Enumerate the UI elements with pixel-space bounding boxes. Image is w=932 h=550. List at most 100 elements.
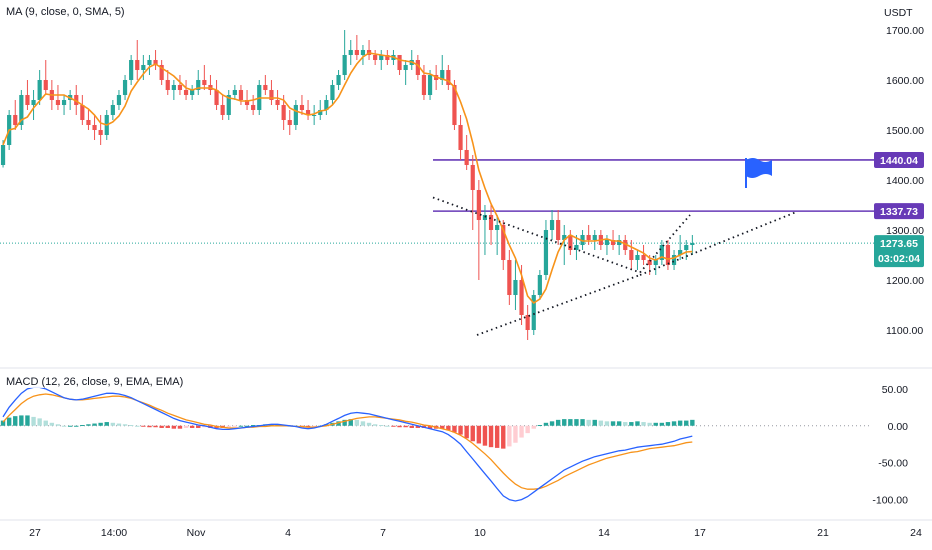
time-tick-label: 17: [694, 527, 706, 539]
candle-body: [385, 55, 390, 60]
candle-body: [19, 95, 24, 125]
macd-histogram-bar: [189, 425, 195, 428]
level-price-label: 1440.04: [880, 155, 918, 167]
candle-body: [116, 95, 122, 105]
flag-cloth: [746, 158, 772, 178]
candle-body: [379, 55, 384, 60]
candle-body: [446, 70, 451, 85]
macd-signal-line: [2, 393, 693, 490]
candle-body: [415, 60, 420, 75]
macd-histogram-bar: [244, 425, 250, 427]
price-tick-label: 1100.00: [886, 325, 923, 337]
macd-histogram-bar: [171, 425, 177, 429]
macd-histogram-bar: [531, 425, 536, 429]
macd-histogram-bar: [452, 425, 457, 433]
candle-body: [92, 125, 97, 130]
candle-body: [324, 100, 329, 110]
macd-histogram-bar: [610, 421, 616, 426]
macd-histogram-bar: [391, 425, 396, 427]
macd-histogram-bar: [592, 419, 597, 426]
candle-body: [604, 240, 610, 245]
candle-body: [562, 235, 567, 240]
candle-body: [342, 55, 347, 75]
candle-body: [190, 90, 195, 95]
price-tick-label: 1600.00: [886, 75, 924, 87]
time-tick-label: 21: [817, 527, 829, 539]
price-tick-label: 1700.00: [886, 25, 924, 37]
candle-body: [336, 75, 341, 85]
macd-histogram-bar: [31, 416, 36, 426]
macd-histogram-bar: [379, 425, 384, 427]
time-tick-label: 7: [380, 527, 386, 539]
macd-histogram-bar: [116, 423, 122, 426]
time-tick-label: 14:00: [101, 527, 127, 539]
time-tick-label: 10: [474, 527, 486, 539]
candle-body: [196, 80, 201, 90]
macd-histogram-bar: [440, 425, 445, 429]
candle-body: [220, 105, 225, 115]
macd-histogram-bar: [409, 425, 414, 428]
macd-histogram-bar: [568, 419, 573, 426]
candle-body: [25, 95, 30, 105]
macd-histogram-bar: [360, 421, 366, 426]
candle-body: [354, 50, 359, 55]
ma-line: [2, 52, 693, 305]
candle-body: [635, 255, 640, 260]
macd-histogram-bar: [482, 425, 488, 446]
candle-body: [263, 85, 268, 90]
macd-histogram-bar: [519, 425, 524, 438]
level-price-tag: [874, 151, 924, 168]
time-tick-label: 24: [910, 527, 922, 539]
candle-body: [80, 105, 85, 120]
last-price-tag: [874, 235, 924, 268]
macd-histogram-bar: [342, 419, 347, 426]
macd-histogram-bar: [25, 415, 30, 426]
macd-histogram-bar: [67, 425, 73, 427]
macd-histogram-bar: [574, 419, 579, 426]
candle-body: [659, 245, 664, 260]
candle-body: [61, 100, 67, 105]
trendline: [432, 196, 641, 274]
macd-histogram-bar: [196, 425, 201, 428]
macd-histogram-bar: [427, 425, 433, 429]
candle-body: [531, 295, 536, 330]
macd-histogram-bar: [232, 425, 238, 427]
candle-body: [665, 245, 671, 265]
candle-body: [330, 85, 335, 100]
macd-histogram-bar: [43, 420, 48, 426]
time-tick-label: Nov: [187, 527, 206, 539]
macd-histogram-bar: [653, 422, 658, 426]
ma-indicator-label[interactable]: MA (9, close, 0, SMA, 5): [4, 6, 127, 18]
macd-indicator-label[interactable]: MACD (12, 26, close, 9, EMA, EMA): [4, 376, 186, 388]
candle-body: [275, 100, 280, 105]
candle-body: [0, 145, 6, 165]
macd-histogram-bar: [98, 422, 103, 426]
candle-body: [537, 275, 542, 295]
macd-histogram-bar: [549, 421, 555, 426]
macd-histogram-bar: [238, 425, 244, 427]
candle-body: [440, 70, 445, 80]
macd-histogram-bar: [671, 421, 677, 426]
level-price-label: 1337.73: [880, 206, 918, 218]
macd-histogram-bar: [183, 425, 189, 428]
macd-histogram-bar: [446, 425, 451, 431]
candle-body: [202, 80, 207, 85]
candle-body: [488, 215, 494, 230]
candle-body: [281, 105, 286, 120]
macd-histogram-bar: [92, 423, 97, 426]
macd-histogram-bar: [586, 419, 591, 426]
macd-histogram-bar: [159, 425, 164, 428]
countdown-label: 03:02:04: [878, 253, 920, 265]
candle-body: [165, 80, 170, 90]
price-tick-label: 1300.00: [886, 225, 924, 237]
macd-histogram-bar: [165, 425, 170, 428]
candle-body: [373, 55, 378, 60]
candle-body: [458, 125, 463, 150]
candle-body: [519, 280, 524, 315]
candle-body: [43, 80, 48, 90]
macd-histogram-bar: [110, 422, 116, 426]
macd-histogram-bar: [690, 419, 695, 426]
macd-histogram-bar: [476, 425, 482, 444]
candle-body: [269, 90, 274, 100]
macd-histogram-bar: [37, 418, 42, 426]
